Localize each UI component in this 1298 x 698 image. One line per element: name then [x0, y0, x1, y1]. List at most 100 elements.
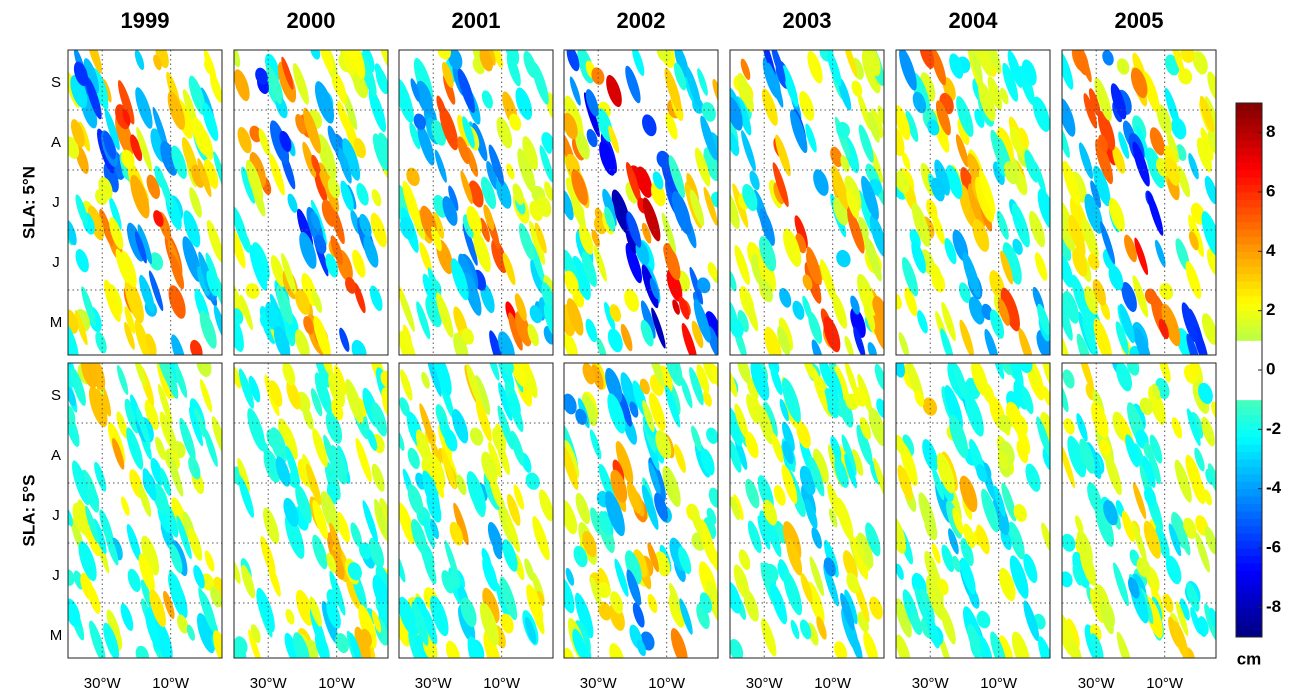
colorbar-segment — [1236, 511, 1262, 519]
colorbar-tick-label: 0 — [1266, 359, 1275, 378]
colorbar-segment — [1236, 318, 1262, 326]
panel — [229, 342, 398, 674]
x-tick-label: 30°W — [912, 675, 950, 692]
y-tick-label: J — [52, 567, 60, 584]
colorbar-segment — [1236, 266, 1262, 274]
row-label: SLA: 5°S — [19, 475, 38, 547]
colorbar-segment — [1236, 177, 1262, 185]
colorbar-segment — [1236, 162, 1262, 170]
colorbar-segment — [1236, 326, 1262, 334]
colorbar-segment — [1236, 496, 1262, 504]
colorbar-segment — [1236, 207, 1262, 215]
colorbar-segment — [1236, 192, 1262, 200]
y-tick-label: M — [50, 314, 63, 331]
x-tick-label: 10°W — [152, 675, 190, 692]
colorbar-segment — [1236, 415, 1262, 423]
colorbar-tick-label: 6 — [1266, 181, 1275, 200]
colorbar-segment — [1236, 474, 1262, 482]
column-title: 2005 — [1115, 8, 1164, 33]
colorbar-segment — [1236, 407, 1262, 415]
colorbar-segment — [1236, 533, 1262, 541]
colorbar-segment — [1236, 229, 1262, 237]
colorbar-segment — [1236, 214, 1262, 222]
panel — [392, 345, 557, 679]
column-title: 2003 — [783, 8, 832, 33]
panel — [221, 33, 397, 364]
colorbar-segment — [1236, 585, 1262, 593]
colorbar-tick-label: 4 — [1266, 241, 1276, 260]
x-tick-label: 10°W — [980, 675, 1018, 692]
colorbar-segment — [1236, 459, 1262, 467]
colorbar-segment — [1236, 563, 1262, 571]
colorbar-segment — [1236, 622, 1262, 630]
colorbar-tick-label: 8 — [1266, 122, 1275, 141]
colorbar-segment — [1236, 630, 1262, 638]
colorbar-segment — [1236, 400, 1262, 408]
row-label: SLA: 5°N — [19, 166, 38, 239]
colorbar-segment — [1236, 541, 1262, 549]
panel — [57, 30, 231, 372]
y-tick-label: M — [50, 627, 63, 644]
colorbar-segment — [1236, 600, 1262, 608]
colorbar-segment — [1236, 118, 1262, 126]
colorbar-segment — [1236, 125, 1262, 133]
y-tick-label: S — [51, 74, 61, 91]
colorbar-segment — [1236, 103, 1262, 111]
colorbar-segment — [1236, 185, 1262, 193]
y-tick-label: S — [51, 387, 61, 404]
colorbar-segment — [1236, 303, 1262, 311]
colorbar-segment — [1236, 466, 1262, 474]
panel — [885, 29, 1060, 370]
panel — [722, 347, 891, 667]
colorbar-segment — [1236, 548, 1262, 556]
colorbar-segment — [1236, 340, 1262, 348]
colorbar-segment — [1236, 170, 1262, 178]
colorbar-segment — [1236, 237, 1262, 245]
y-tick-label: A — [51, 447, 61, 464]
colorbar-segment — [1236, 281, 1262, 289]
colorbar-segment — [1236, 311, 1262, 319]
x-tick-label: 30°W — [250, 675, 288, 692]
panel — [554, 341, 727, 674]
x-tick-label: 30°W — [1078, 675, 1116, 692]
colorbar-segment — [1236, 377, 1262, 385]
x-tick-label: 30°W — [415, 675, 453, 692]
colorbar-segment — [1236, 607, 1262, 615]
colorbar-segment — [1236, 392, 1262, 400]
colorbar-segment — [1236, 370, 1262, 378]
column-title: 2004 — [949, 8, 999, 33]
colorbar-segment — [1236, 593, 1262, 601]
panel — [388, 36, 566, 376]
panel — [720, 33, 895, 368]
y-tick-label: J — [52, 194, 60, 211]
colorbar-segment — [1236, 615, 1262, 623]
figure: 199930°W10°W200030°W10°W200130°W10°W2002… — [0, 0, 1298, 698]
x-tick-label: 10°W — [483, 675, 521, 692]
colorbar-tick-label: 2 — [1266, 300, 1275, 319]
colorbar-segment — [1236, 437, 1262, 445]
y-tick-label: J — [52, 507, 60, 524]
colorbar-segment — [1236, 155, 1262, 163]
colorbar-segment — [1236, 222, 1262, 230]
column-title: 1999 — [121, 8, 170, 33]
colorbar-segment — [1236, 296, 1262, 304]
colorbar-segment — [1236, 110, 1262, 118]
x-tick-label: 30°W — [746, 675, 784, 692]
colorbar-segment — [1236, 251, 1262, 259]
x-tick-label: 10°W — [648, 675, 686, 692]
colorbar-segment — [1236, 148, 1262, 156]
colorbar-segment — [1236, 504, 1262, 512]
x-tick-label: 30°W — [84, 675, 122, 692]
colorbar-segment — [1236, 348, 1262, 356]
panel — [884, 346, 1061, 681]
colorbar-segment — [1236, 244, 1262, 252]
colorbar-segment — [1236, 140, 1262, 148]
column-title: 2002 — [617, 8, 666, 33]
colorbar-segment — [1236, 429, 1262, 437]
colorbar-segment — [1236, 274, 1262, 282]
colorbar-segment — [1236, 259, 1262, 267]
colorbar-segment — [1236, 555, 1262, 563]
y-tick-label: J — [52, 254, 60, 271]
colorbar-tick-label: -8 — [1266, 597, 1281, 616]
colorbar-segment — [1236, 518, 1262, 526]
